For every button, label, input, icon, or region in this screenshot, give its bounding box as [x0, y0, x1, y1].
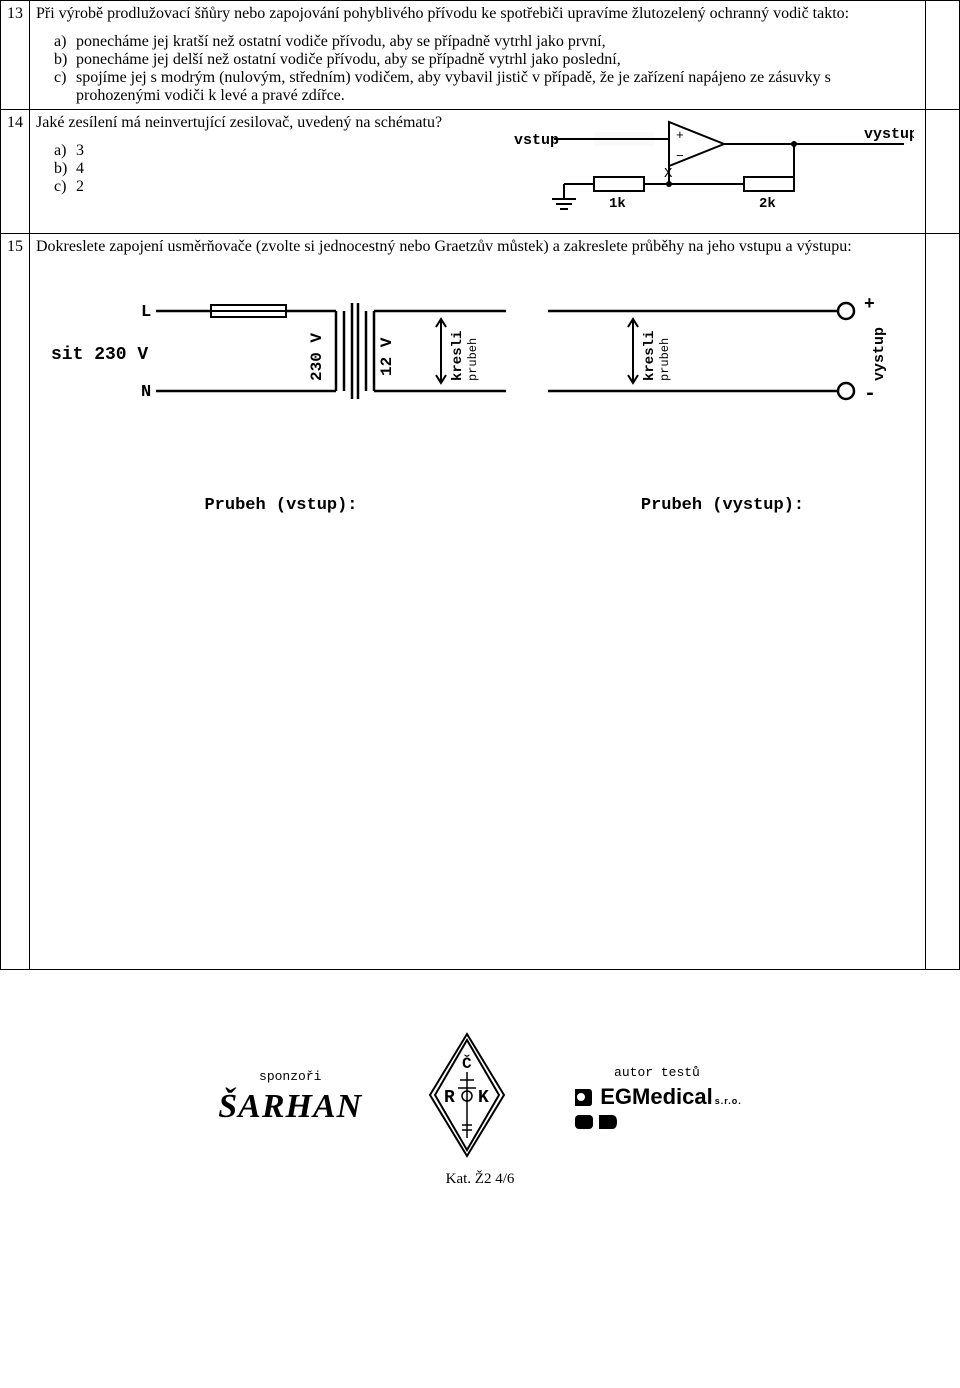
prubeh-vstup-label: Prubeh (vstup): [36, 496, 526, 515]
questions-table: 13 Při výrobě prodlužovací šňůry nebo za… [0, 0, 960, 970]
r2-label: 2k [759, 196, 776, 212]
q14-option-c: c) 2 [36, 178, 489, 196]
q14-number: 14 [1, 110, 30, 234]
option-letter: b) [36, 160, 76, 178]
egm-sub-icon [598, 1114, 618, 1130]
minus-label: - [864, 383, 876, 406]
r1-label: 1k [609, 196, 626, 212]
sponsor-block: sponzoři ŠARHAN [218, 1069, 362, 1126]
n-label: N [141, 383, 151, 402]
option-text: ponecháme jej kratší než ostatní vodiče … [76, 33, 919, 51]
prubeh-label-right: prubeh [658, 338, 672, 381]
crk-diamond-icon: Č R K [422, 1030, 512, 1160]
kresli-label-right: kresli [642, 331, 658, 381]
q13-answer-cell [926, 1, 960, 110]
option-letter: a) [36, 142, 76, 160]
q15-number: 15 [1, 234, 30, 970]
prubeh-vystup-label: Prubeh (vystup): [526, 496, 919, 515]
q14-option-a: a) 3 [36, 142, 489, 160]
q14-question-text: Jaké zesílení má neinvertující zesilovač… [36, 114, 489, 132]
vstup-label: vstup [514, 132, 559, 149]
q13-option-a: a) ponecháme jej kratší než ostatní vodi… [36, 33, 919, 51]
option-text: 2 [76, 178, 489, 196]
q14-options: a) 3 b) 4 c) 2 [36, 142, 489, 196]
q13-options: a) ponecháme jej kratší než ostatní vodi… [36, 33, 919, 105]
q13-option-b: b) ponecháme jej delší než ostatní vodič… [36, 51, 919, 69]
autor-label: autor testů [572, 1065, 742, 1080]
v12-label: 12 V [378, 337, 396, 376]
option-text: ponecháme jej delší než ostatní vodiče p… [76, 51, 919, 69]
option-text: 3 [76, 142, 489, 160]
egm-icon [572, 1086, 594, 1108]
crk-logo: Č R K [422, 1030, 512, 1165]
egmedical-label: EGMedicals.r.o. [600, 1084, 742, 1110]
svg-text:+: + [676, 128, 684, 143]
sit-label: sit 230 V [51, 345, 148, 365]
v230-label: 230 V [308, 333, 326, 381]
sponzori-label: sponzoři [218, 1069, 362, 1084]
svg-text:R: R [444, 1088, 455, 1108]
q14-option-b: b) 4 [36, 160, 489, 178]
option-text: 4 [76, 160, 489, 178]
option-letter: c) [36, 69, 76, 105]
x-label: X [664, 166, 673, 182]
svg-text:−: − [676, 149, 684, 164]
option-letter: c) [36, 178, 76, 196]
vystup-label: vystup [864, 126, 914, 143]
opamp-schematic: + − [494, 114, 914, 224]
page-number: Kat. Ž2 4/6 [0, 1171, 960, 1188]
sarhan-logo: ŠARHAN [218, 1088, 362, 1126]
egm-sub-icon [574, 1114, 594, 1130]
q13-option-c: c) spojíme jej s modrým (nulovým, středn… [36, 69, 919, 105]
q13-question-text: Při výrobě prodlužovací šňůry nebo zapoj… [36, 5, 919, 23]
page-footer: sponzoři ŠARHAN Č R K autor testů [0, 1030, 960, 1165]
q15-answer-cell [926, 234, 960, 970]
author-block: autor testů EGMedicals.r.o. [572, 1065, 742, 1130]
transformer-schematic: L N sit 230 V 230 V 12 V kresli prubeh [46, 281, 516, 421]
option-letter: b) [36, 51, 76, 69]
option-letter: a) [36, 33, 76, 51]
q15-question-text: Dokreslete zapojení usměrňovače (zvolte … [36, 238, 919, 256]
q14-body: Jaké zesílení má neinvertující zesilovač… [30, 110, 926, 234]
plus-label: + [864, 295, 875, 315]
question-14-row: 14 Jaké zesílení má neinvertující zesilo… [1, 110, 960, 234]
question-15-row: 15 Dokreslete zapojení usměrňovače (zvol… [1, 234, 960, 970]
kresli-label-left: kresli [450, 331, 466, 381]
prubeh-label-left: prubeh [466, 338, 480, 381]
q14-answer-cell [926, 110, 960, 234]
option-text: spojíme jej s modrým (nulovým, středním)… [76, 69, 919, 105]
vystup-label-right: vystup [871, 327, 888, 381]
svg-text:Č: Č [462, 1054, 472, 1073]
output-schematic: kresli prubeh + - vystup [538, 281, 908, 421]
q15-body: Dokreslete zapojení usměrňovače (zvolte … [30, 234, 926, 970]
q13-body: Při výrobě prodlužovací šňůry nebo zapoj… [30, 1, 926, 110]
q13-number: 13 [1, 1, 30, 110]
svg-text:K: K [478, 1088, 489, 1108]
l-label: L [141, 303, 151, 322]
question-13-row: 13 Při výrobě prodlužovací šňůry nebo za… [1, 1, 960, 110]
